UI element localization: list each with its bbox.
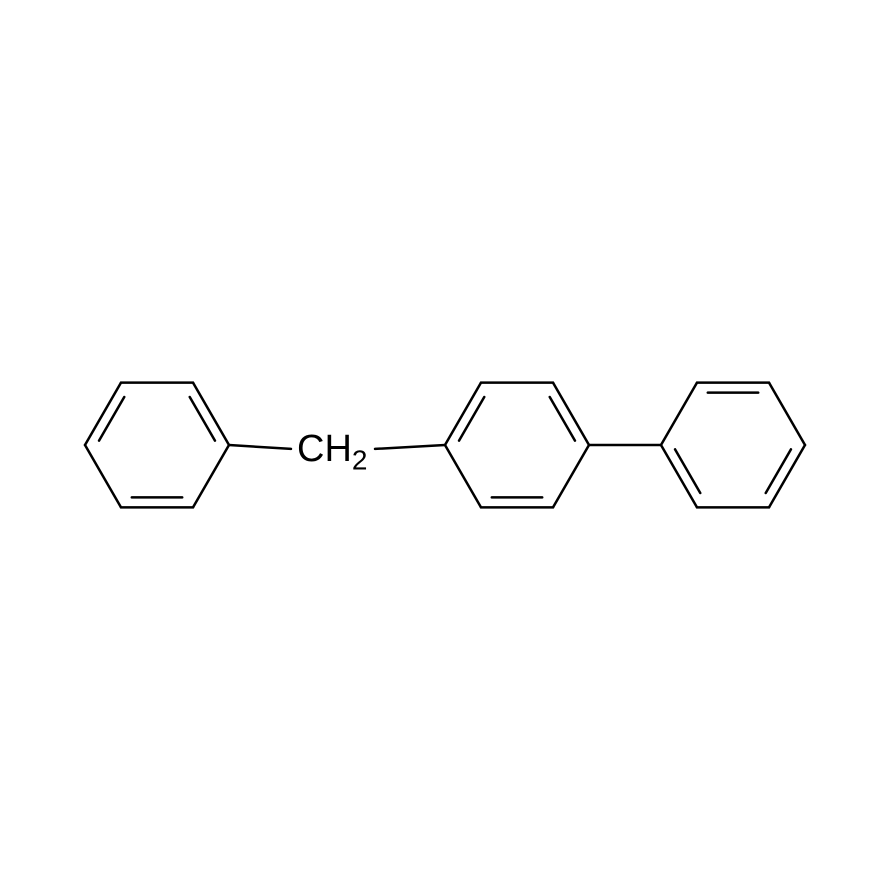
ch2-text-main: CH [297, 428, 352, 470]
ch2-label: CH2 [297, 428, 367, 471]
ch2-text-sub: 2 [352, 445, 368, 476]
molecule-diagram: CH2 [0, 0, 890, 890]
molecule-svg [0, 0, 890, 890]
